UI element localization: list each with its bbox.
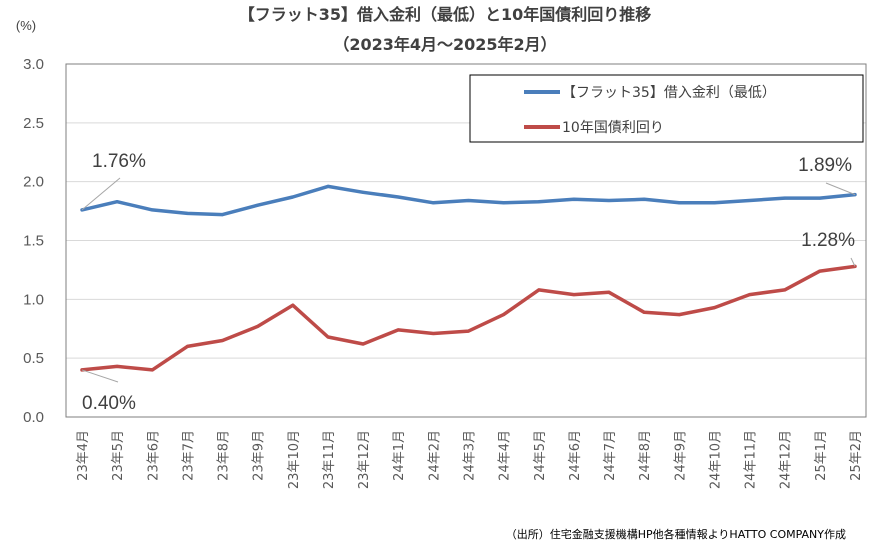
data-point: [361, 342, 365, 346]
data-point: [712, 201, 716, 205]
data-point: [115, 200, 119, 204]
x-tick-label: 23年10月: [287, 430, 302, 489]
data-point: [537, 288, 541, 292]
x-tick-label: 23年4月: [76, 430, 91, 481]
legend-label-flat35: 【フラット35】借入金利（最低）: [562, 85, 776, 101]
y-tick-label: 2.5: [23, 115, 44, 132]
data-point: [642, 197, 646, 201]
data-point: [256, 324, 260, 328]
callout-leader: [81, 177, 121, 211]
data-point: [221, 213, 225, 217]
data-point: [537, 200, 541, 204]
data-point: [115, 364, 119, 368]
data-point: [572, 197, 576, 201]
data-point: [748, 293, 752, 297]
data-point: [361, 190, 365, 194]
data-point: [502, 201, 506, 205]
data-point: [256, 203, 260, 207]
x-tick-label: 23年9月: [252, 430, 267, 481]
x-tick-label: 24年10月: [708, 430, 723, 489]
x-tick-label: 23年6月: [146, 430, 161, 481]
x-tick-label: 24年12月: [779, 430, 794, 489]
data-label: 1.89%: [798, 155, 852, 176]
x-tick-label: 23年12月: [357, 430, 372, 489]
x-tick-label: 24年8月: [638, 430, 653, 481]
y-tick-label: 1.0: [23, 291, 44, 308]
legend: 【フラット35】借入金利（最低） 10年国債利回り: [469, 74, 864, 143]
data-callouts: 1.76% 1.89% 1.28% 0.40%: [81, 151, 856, 414]
data-point: [677, 313, 681, 317]
y-tick-label: 0.0: [23, 409, 44, 426]
source-note: （出所）住宅金融支援機構HP他各種情報よりHATTO COMPANY作成: [506, 527, 846, 541]
x-tick-label: 24年7月: [603, 430, 618, 481]
y-tick-label: 2.0: [23, 174, 44, 191]
data-point: [431, 331, 435, 335]
callout-leader: [81, 369, 119, 383]
x-tick-labels: 23年4月 23年5月 23年6月 23年7月 23年8月 23年9月 23年10月 23年1…: [76, 430, 864, 489]
x-tick-label: 23年5月: [111, 430, 126, 481]
x-tick-label: 24年3月: [463, 430, 478, 481]
series-line-2: [80, 264, 857, 372]
legend-box: [469, 74, 864, 143]
data-point: [642, 310, 646, 314]
callout-leader: [850, 257, 856, 267]
data-point: [221, 339, 225, 343]
x-tick-label: 24年6月: [568, 430, 583, 481]
data-point: [467, 198, 470, 202]
data-point: [326, 335, 330, 339]
y-tick-label: 1.5: [23, 233, 44, 250]
data-point: [291, 195, 295, 199]
y-tick-labels: 0.0 0.5 1.0 1.5 2.0 2.5 3.0: [23, 56, 44, 426]
x-tick-label: 25年2月: [849, 430, 864, 481]
data-point: [783, 288, 787, 292]
legend-label-jgb10y: 10年国債利回り: [562, 120, 664, 136]
x-tick-label: 23年8月: [217, 430, 232, 481]
data-label: 1.76%: [92, 151, 146, 172]
data-point: [150, 368, 154, 372]
x-tick-label: 23年11月: [322, 430, 337, 489]
data-label: 1.28%: [801, 230, 855, 251]
data-point: [396, 328, 400, 332]
x-tick-label: 24年1月: [392, 430, 407, 481]
data-point: [185, 344, 189, 348]
x-tick-label: 24年4月: [498, 430, 513, 481]
data-point: [677, 201, 681, 205]
chart-title: 【フラット35】借入金利（最低）と10年国債利回り推移: [239, 5, 652, 24]
data-point: [185, 211, 189, 215]
data-label: 0.40%: [82, 393, 136, 414]
data-point: [748, 198, 752, 202]
x-tick-label: 25年1月: [814, 430, 829, 481]
x-tick-label: 24年9月: [673, 430, 688, 481]
y-tick-label: 3.0: [23, 56, 44, 73]
x-tick-label: 23年7月: [181, 430, 196, 481]
data-point: [712, 306, 716, 310]
x-tick-label: 24年11月: [744, 430, 759, 489]
y-tick-label: 0.5: [23, 350, 44, 367]
data-point: [818, 269, 822, 273]
data-point: [572, 293, 576, 297]
data-point: [502, 313, 506, 317]
data-point: [291, 303, 295, 307]
chart-subtitle: （2023年4月～2025年2月）: [333, 35, 556, 54]
data-point: [326, 184, 330, 188]
callout-leader: [825, 182, 856, 196]
x-tick-label: 24年5月: [533, 430, 548, 481]
series-lines: [80, 184, 857, 372]
y-axis-unit: (%): [16, 18, 36, 33]
data-point: [467, 329, 470, 333]
data-point: [396, 195, 400, 199]
data-point: [431, 201, 435, 205]
data-point: [818, 196, 822, 200]
data-point: [607, 290, 611, 294]
data-point: [783, 196, 787, 200]
plot-area: [65, 63, 867, 418]
data-point: [607, 198, 611, 202]
data-point: [150, 208, 154, 212]
x-tick-label: 24年2月: [427, 430, 442, 481]
